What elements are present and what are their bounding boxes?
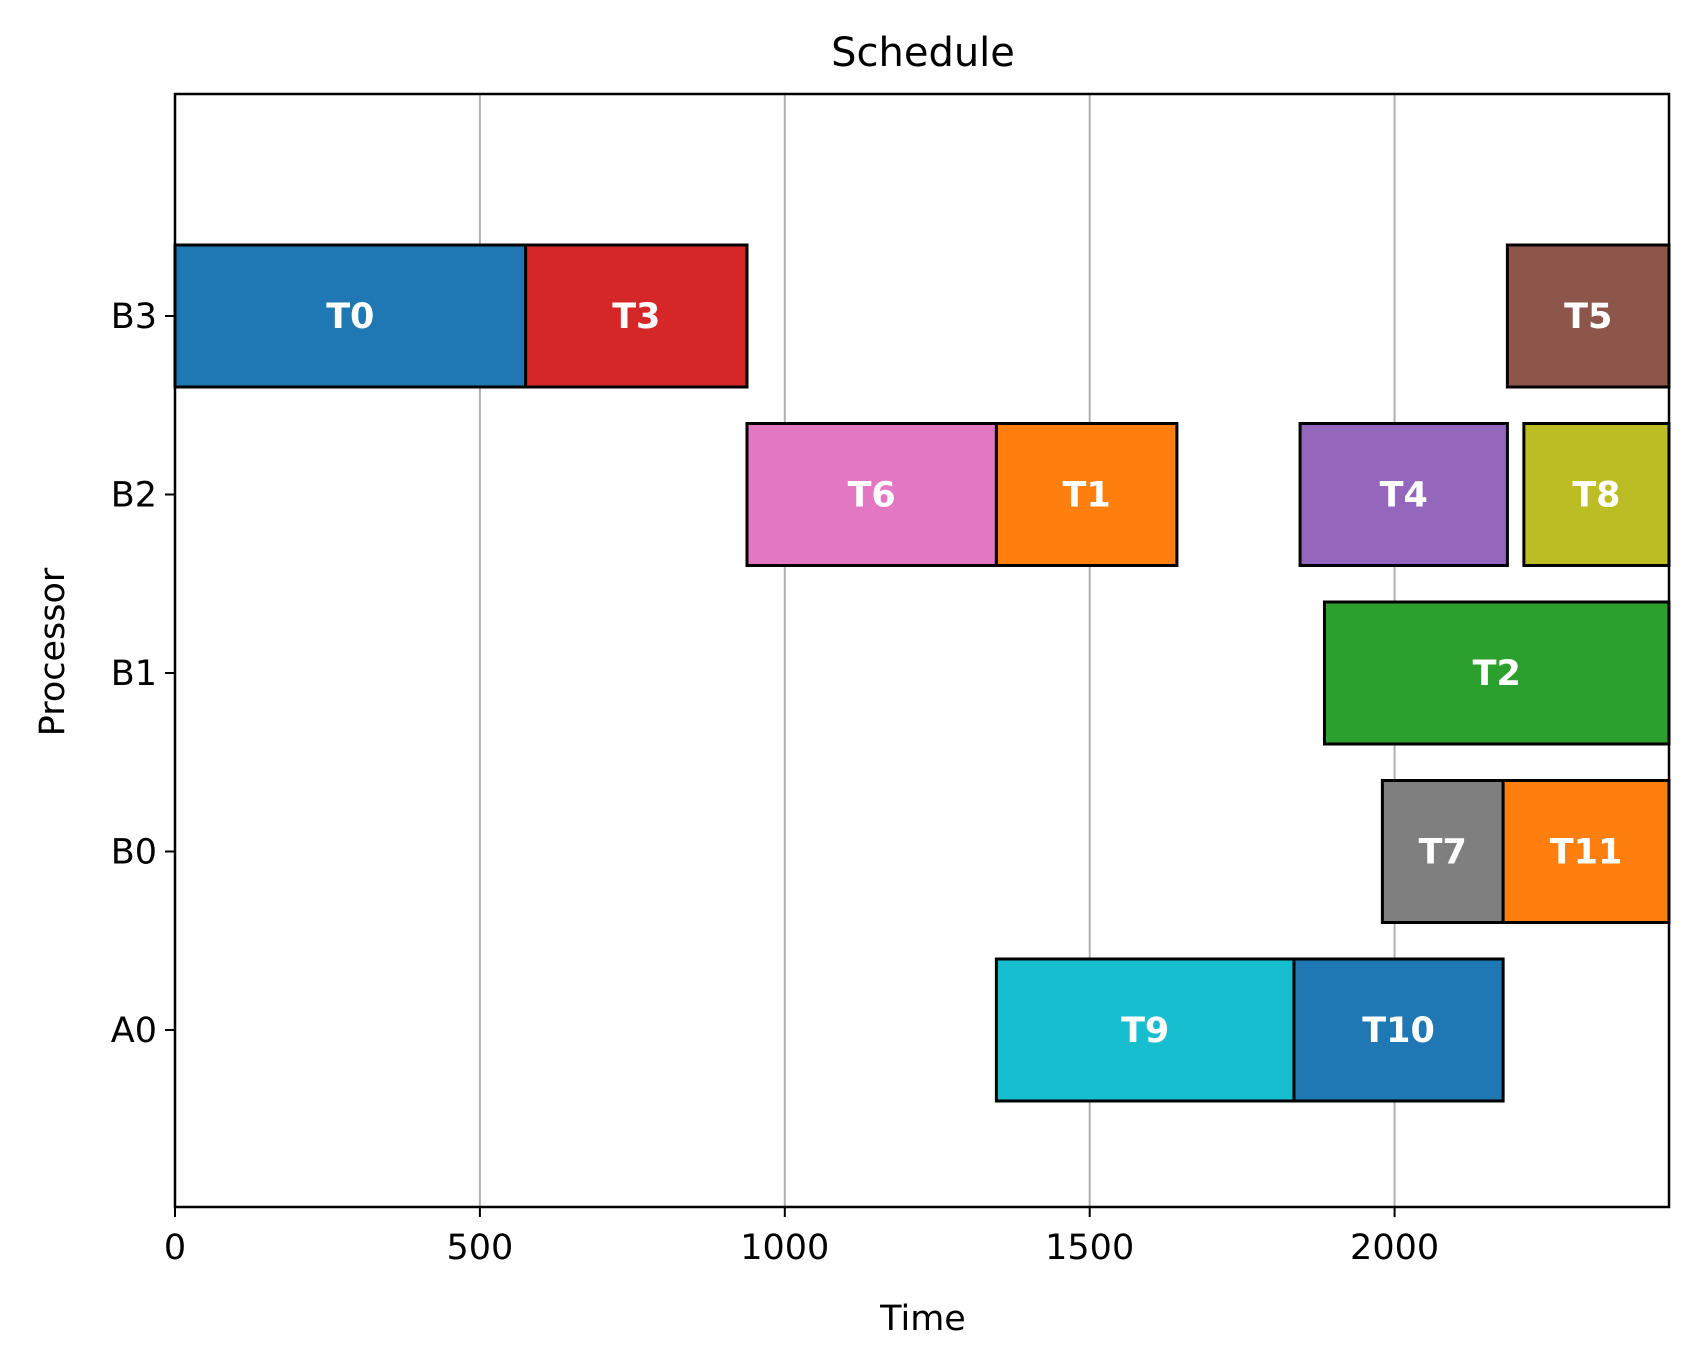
y-tick-label: A0 (111, 1011, 157, 1051)
x-tick-label: 1500 (1045, 1228, 1134, 1268)
x-tick-label: 2000 (1350, 1228, 1439, 1268)
task-bar-t9 (994, 957, 1296, 1103)
y-axis-ticks: A0 B0 B1 B2 B3 (111, 297, 175, 1051)
x-axis-label: Time (879, 1299, 966, 1339)
task-bars: T0 T3 T5 T6 T1 T4 T8 T2 T7 T11 T9 T10 (173, 243, 1671, 1103)
task-bar-t10 (1292, 957, 1505, 1103)
y-axis-label: Processor (33, 567, 73, 736)
task-label-t9: T9 (1121, 1011, 1169, 1051)
y-tick-label: B1 (111, 654, 157, 694)
x-axis-ticks: 0 500 1000 1500 2000 (164, 1207, 1439, 1268)
plot-frame (173, 92, 1671, 1209)
task-label-t2: T2 (1473, 654, 1521, 694)
task-label-t11: T11 (1550, 833, 1623, 873)
task-label-t6: T6 (848, 476, 896, 516)
chart-title: Schedule (831, 30, 1015, 76)
x-tick-label: 0 (164, 1228, 186, 1268)
task-bar-t11 (1501, 779, 1671, 924)
task-bar-t5 (1505, 243, 1671, 389)
y-tick-label: B0 (111, 833, 157, 873)
y-tick-label: B2 (111, 476, 157, 516)
task-bar-t7 (1380, 779, 1505, 924)
task-bar-t4 (1298, 422, 1509, 567)
task-label-t5: T5 (1564, 297, 1612, 337)
y-tick-label: B3 (111, 297, 157, 337)
x-tick-label: 1000 (740, 1228, 829, 1268)
task-bar-t0 (173, 243, 528, 389)
task-bar-t1 (994, 422, 1179, 567)
task-bar-t6 (745, 422, 998, 567)
x-tick-label: 500 (446, 1228, 513, 1268)
task-label-t10: T10 (1362, 1011, 1435, 1051)
task-label-t1: T1 (1063, 476, 1111, 516)
task-label-t8: T8 (1572, 476, 1620, 516)
task-label-t7: T7 (1419, 833, 1467, 873)
task-label-t3: T3 (612, 297, 660, 337)
task-label-t4: T4 (1380, 476, 1428, 516)
task-bar-t3 (524, 243, 749, 389)
task-label-t0: T0 (326, 297, 374, 337)
